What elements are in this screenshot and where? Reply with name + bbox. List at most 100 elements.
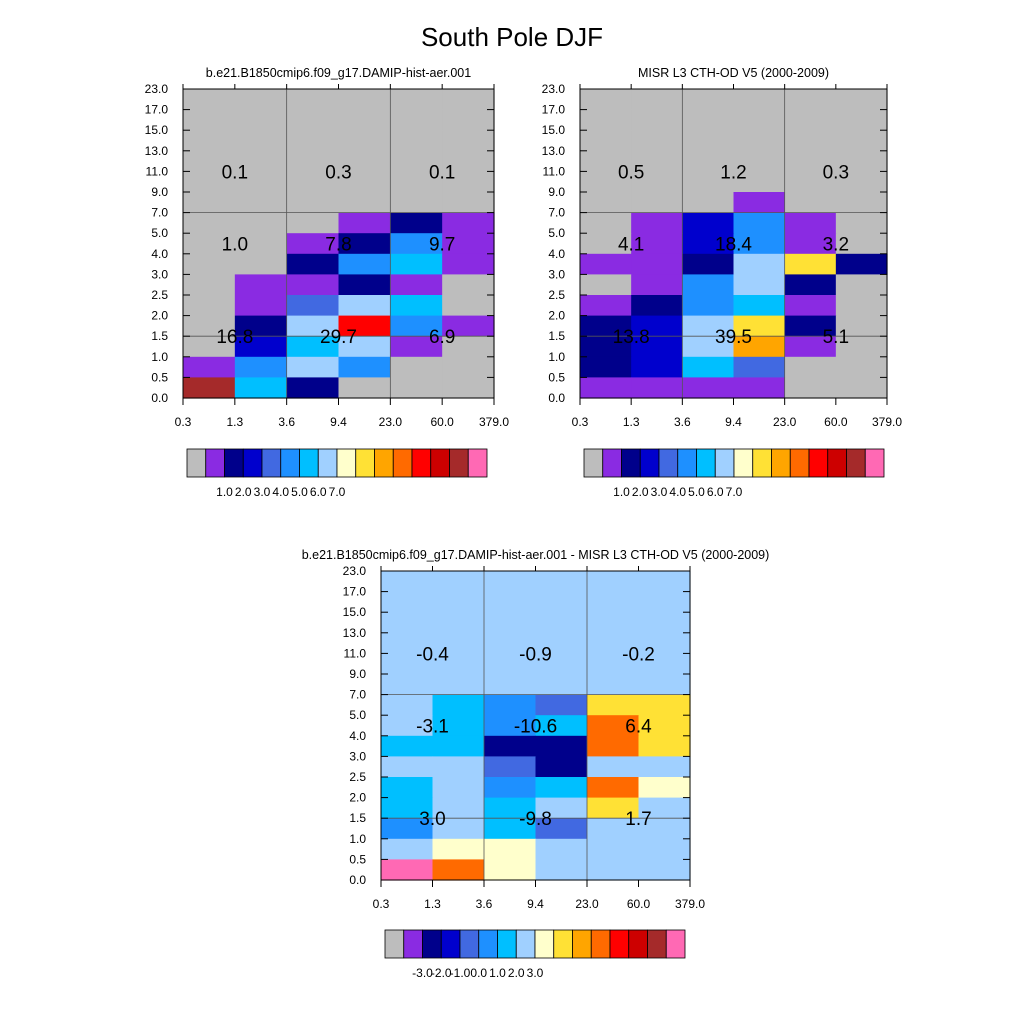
heatmap-cell	[682, 336, 735, 358]
y-tick-label: 0.0	[548, 391, 565, 405]
heatmap-cell	[390, 315, 443, 337]
heatmap-cell	[390, 212, 443, 234]
heatmap-cell	[442, 315, 495, 337]
colorbar-swatch	[677, 448, 697, 478]
heatmap-cell	[784, 233, 837, 255]
heatmap-cell	[733, 253, 786, 275]
heatmap-cell	[587, 571, 640, 593]
heatmap-cell	[580, 315, 632, 337]
y-tick-label: 2.0	[349, 791, 366, 805]
heatmap-cell	[638, 777, 691, 799]
x-tick-label: 0.3	[373, 897, 390, 911]
heatmap-cell	[234, 377, 288, 399]
colorbar-swatch	[696, 448, 716, 478]
heatmap-cell	[381, 838, 434, 860]
region-value-label: -3.1	[416, 717, 449, 738]
colorbar-swatch	[714, 448, 735, 478]
heatmap-cell	[338, 171, 391, 193]
heatmap-cell	[835, 315, 888, 337]
heatmap-cell	[338, 233, 391, 255]
heatmap-cell	[183, 150, 236, 172]
heatmap-cell	[835, 150, 888, 172]
region-value-label: -10.6	[514, 717, 557, 738]
y-tick-label: 1.5	[151, 329, 168, 343]
heatmap-cell	[784, 336, 837, 358]
colorbar-swatch	[224, 448, 244, 478]
heatmap-cell	[442, 253, 495, 275]
colorbar-swatch	[864, 448, 885, 478]
heatmap-cell	[638, 756, 691, 778]
x-tick-label: 379.0	[479, 415, 509, 429]
x-tick-label: 23.0	[575, 897, 599, 911]
heatmap-cell	[682, 130, 735, 152]
heatmap-cell	[587, 612, 640, 634]
heatmap-cell	[484, 859, 537, 881]
y-tick-label: 3.0	[548, 267, 565, 281]
y-tick-label: 15.0	[145, 123, 169, 137]
heatmap-cell	[381, 653, 434, 675]
heatmap-cell	[390, 150, 443, 172]
heatmap-cell	[484, 818, 537, 840]
heatmap-cell	[442, 212, 495, 234]
heatmap-cell	[638, 612, 691, 634]
heatmap-cell	[286, 171, 340, 193]
heatmap-cell	[535, 818, 588, 840]
heatmap-cell	[381, 715, 434, 737]
x-tick-label: 1.3	[424, 897, 441, 911]
heatmap-cell	[638, 859, 691, 881]
heatmap-cell	[631, 295, 683, 317]
y-tick-label: 9.0	[349, 667, 366, 681]
y-tick-label: 17.0	[343, 585, 367, 599]
heatmap-cell	[580, 109, 632, 131]
colorbar-swatch	[515, 929, 536, 959]
heatmap-cell	[381, 735, 434, 757]
heatmap-cell	[183, 336, 236, 358]
region-value-label: 7.8	[325, 235, 351, 256]
heatmap-cell	[682, 192, 735, 214]
heatmap-cell	[432, 735, 485, 757]
heatmap-cell	[183, 274, 236, 296]
y-tick-label: 3.0	[151, 267, 168, 281]
heatmap-cell	[631, 89, 683, 111]
heatmap-cell	[682, 377, 735, 399]
y-tick-label: 11.0	[543, 164, 566, 178]
heatmap-cell	[338, 356, 391, 378]
heatmap-cell	[784, 130, 837, 152]
y-tick-label: 7.0	[349, 688, 366, 702]
heatmap-cell	[535, 756, 588, 778]
panel-title: MISR L3 CTH-OD V5 (2000-2009)	[638, 66, 829, 80]
heatmap-cell	[638, 838, 691, 860]
heatmap-cell	[580, 274, 632, 296]
y-tick-label: 13.0	[145, 144, 169, 158]
x-tick-label: 379.0	[675, 897, 705, 911]
heatmap-cell	[835, 109, 888, 131]
heatmap-cell	[442, 274, 495, 296]
heatmap-cell	[381, 591, 434, 613]
heatmap-cell	[390, 171, 443, 193]
heatmap-cell	[484, 612, 537, 634]
colorbar-swatch	[449, 448, 469, 478]
x-tick-label: 9.4	[330, 415, 347, 429]
heatmap-cell	[784, 274, 837, 296]
heatmap-cell	[390, 192, 443, 214]
heatmap-cell	[631, 315, 683, 337]
y-tick-label: 5.0	[151, 226, 168, 240]
y-tick-label: 2.0	[548, 309, 565, 323]
heatmap-cell	[484, 797, 537, 819]
heatmap-cell	[286, 150, 340, 172]
heatmap-cell	[381, 756, 434, 778]
colorbar-label: 3.0	[527, 966, 544, 980]
heatmap-cell	[631, 274, 683, 296]
heatmap-cell	[338, 253, 391, 275]
heatmap-cell	[580, 233, 632, 255]
heatmap-cell	[286, 315, 340, 337]
y-tick-label: 11.0	[344, 646, 367, 660]
heatmap-cell	[587, 715, 640, 737]
colorbar-swatch	[497, 929, 517, 959]
y-tick-label: 13.0	[343, 626, 367, 640]
region-value-label: -0.2	[622, 644, 655, 665]
heatmap-cell	[390, 130, 443, 152]
colorbar-label: 1.0	[216, 485, 233, 499]
heatmap-cell	[638, 674, 691, 696]
heatmap-cell	[631, 130, 683, 152]
